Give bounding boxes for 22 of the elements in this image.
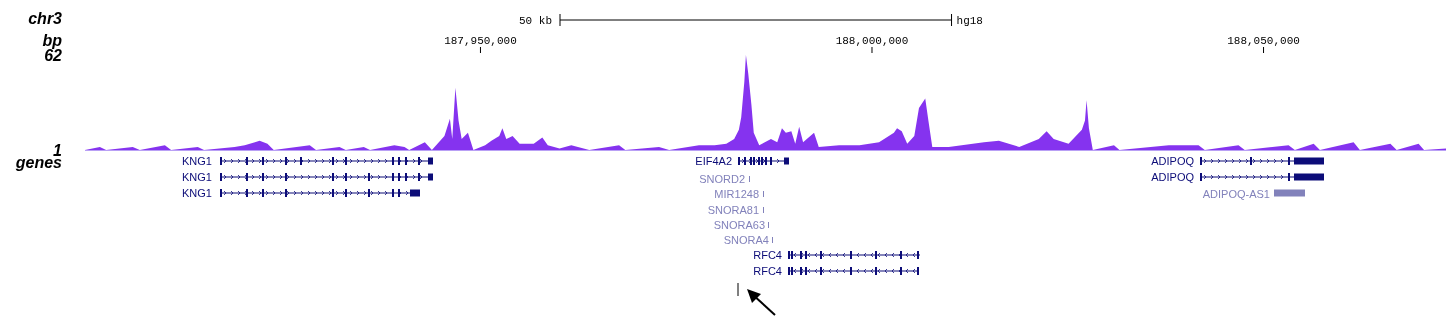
text: SNORA63 xyxy=(713,219,765,231)
text: RFC4 xyxy=(753,265,782,277)
text: ADIPOQ xyxy=(1151,171,1195,183)
text: ADIPOQ xyxy=(1151,155,1195,167)
text: KNG1 xyxy=(182,171,212,183)
text: hg18 xyxy=(956,15,983,27)
text: ADIPOQ-AS1 xyxy=(1202,188,1270,200)
text: RFC4 xyxy=(753,249,782,261)
text: KNG1 xyxy=(182,187,212,199)
text: EIF4A2 xyxy=(695,155,732,167)
text: 50 kb xyxy=(518,15,552,27)
text: KNG1 xyxy=(182,155,212,167)
text: SNORD2 xyxy=(699,173,745,185)
x-axis-title: bp xyxy=(42,32,63,49)
text: SNORA81 xyxy=(707,204,759,216)
y-tick-label: 1 xyxy=(53,141,63,159)
x-tick-label: 188,000,000 xyxy=(835,35,909,47)
chart-title: chr3 xyxy=(28,10,63,27)
text: MIR1248 xyxy=(714,188,759,200)
x-tick-label: 187,950,000 xyxy=(444,35,517,47)
text: SNORA4 xyxy=(723,234,769,246)
x-tick-label: 188,050,000 xyxy=(1227,35,1300,47)
